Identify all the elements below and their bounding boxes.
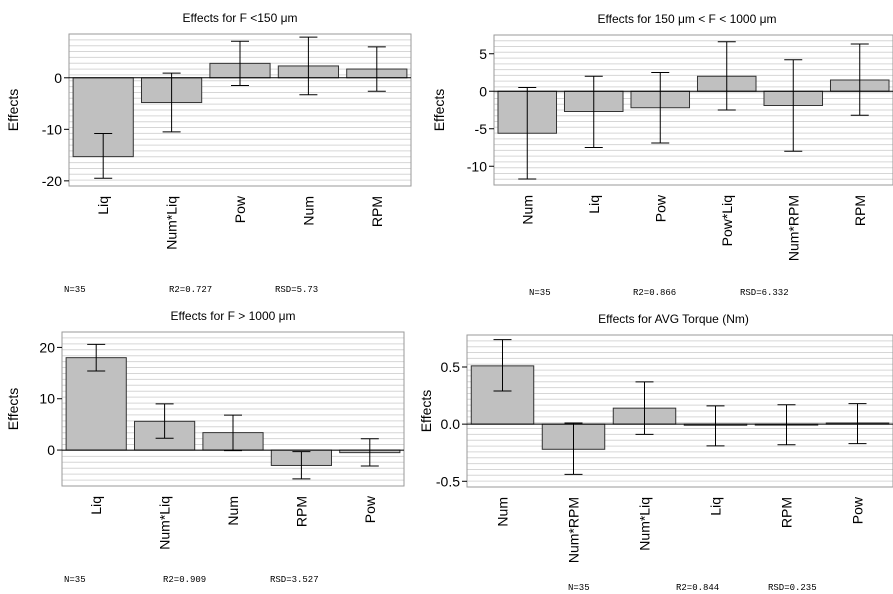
plot-frame [466,334,893,488]
chart-title: Effects for 150 μm < F < 1000 μm [597,12,776,26]
stat-rsd: RSD=5.73 [275,285,318,295]
x-category-label: Pow [232,195,248,223]
bar-liq [65,357,127,451]
stat-r2: R2=0.727 [169,285,212,295]
stat-n: N=35 [529,288,551,298]
x-category-label: Num [519,195,535,225]
x-category-label: RPM [369,196,385,227]
plot-frame [61,331,405,487]
stat-n: N=35 [568,583,590,593]
x-category-label: Num [225,496,241,526]
stat-rsd: RSD=0.235 [768,583,817,593]
x-category-label: RPM [779,497,795,528]
y-tick-label: 20 [39,339,55,355]
y-tick-label: 0 [47,442,55,458]
stat-r2: R2=0.844 [676,583,719,593]
stat-n: N=35 [64,575,86,585]
chart-panel-2: -10 -5 0 5 Num Liq Pow Pow*Liq Num*RPM RPM Effects… [431,12,893,298]
y-tick-label: -10 [467,158,487,174]
x-category-label: Liq [95,196,111,215]
x-category-label: Liq [88,496,104,515]
x-category-label: Num*Liq [157,496,173,550]
y-axis-label: Effects [431,89,447,132]
x-category-label: Pow [652,194,668,222]
x-category-label: Pow*Liq [719,195,735,246]
chart-panel-3: 0 10 20 Liq Num*Liq Num RPM Pow Effects for F > … [5,309,405,585]
y-tick-label: -5 [475,121,488,137]
chart-title: Effects for F <150 μm [182,11,297,25]
y-axis-label: Effects [418,390,434,433]
x-category-label: RPM [852,195,868,226]
y-axis-label: Effects [5,89,21,132]
x-category-label: Num*Liq [164,196,180,250]
y-tick-label: 5 [479,46,487,62]
stat-r2: R2=0.866 [633,288,676,298]
y-tick-label: 0 [479,83,487,99]
x-category-label: RPM [293,496,309,527]
x-category-label: Num [300,196,316,226]
x-category-label: Liq [708,497,724,516]
x-category-label: Pow [362,495,378,523]
chart-panel-1: -20 -10 0 Liq Num*Liq Pow Num RPM Effects for F … [5,11,412,295]
y-tick-label: 0 [54,70,62,86]
y-tick-label: 0.5 [441,359,461,375]
stat-n: N=35 [64,285,86,295]
x-category-label: Num*RPM [785,195,801,261]
plot-frame [493,34,893,186]
y-tick-label: -20 [42,173,62,189]
chart-title: Effects for F > 1000 μm [170,309,295,323]
y-tick-label: -0.5 [436,473,460,489]
plot-frame [68,33,412,187]
stat-rsd: RSD=6.332 [740,288,789,298]
x-category-label: Num [495,497,511,527]
x-category-label: Liq [586,195,602,214]
x-category-label: Num*Liq [637,497,653,551]
chart-panel-4: -0.5 0.0 0.5 Num Num*RPM Num*Liq Liq RPM Pow Effe… [418,312,893,593]
y-tick-label: 0.0 [441,416,461,432]
stat-r2: R2=0.909 [163,575,206,585]
y-tick-label: 10 [39,391,55,407]
x-category-label: Pow [850,496,866,524]
stat-rsd: RSD=3.527 [270,575,319,585]
y-tick-label: -10 [42,121,62,137]
x-category-label: Num*RPM [566,497,582,563]
y-axis-label: Effects [5,388,21,431]
chart-title: Effects for AVG Torque (Nm) [598,312,749,326]
